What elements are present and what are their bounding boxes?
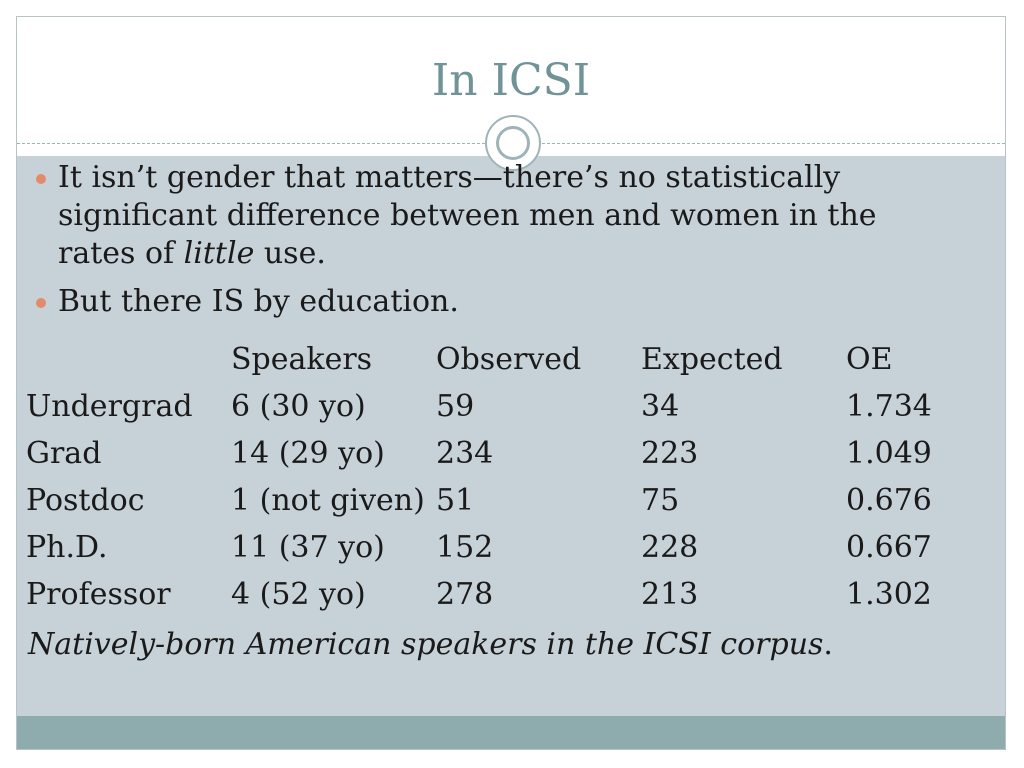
table-cell: Professor	[26, 577, 171, 612]
table-cell: 6 (30 yo)	[231, 389, 366, 424]
slide: In ICSI	[16, 16, 1006, 750]
table-header-row: Speakers Observed Expected OE	[26, 342, 932, 389]
table-cell: 278	[436, 577, 494, 612]
bullet-item: But there IS by education.	[28, 283, 928, 321]
table-cell: 51	[436, 483, 475, 518]
table-cell: 0.667	[846, 530, 932, 565]
table-cell: 1.734	[846, 389, 932, 424]
table-cell: 14 (29 yo)	[231, 436, 385, 471]
table-cell: 152	[436, 530, 494, 565]
footer-bar	[17, 716, 1005, 749]
table-cell: 1.302	[846, 577, 932, 612]
inner-circle-icon	[496, 126, 530, 160]
table-cell: 223	[641, 436, 699, 471]
table-cell: 0.676	[846, 483, 932, 518]
header-cell: Expected	[641, 342, 783, 377]
table-cell: 4 (52 yo)	[231, 577, 366, 612]
bullet-dot-icon	[36, 174, 46, 184]
content-area	[17, 156, 1005, 716]
bullet-dot-icon	[36, 298, 46, 308]
table-cell: Postdoc	[26, 483, 145, 518]
table-row: Postdoc 1 (not given) 51 75 0.676	[26, 483, 932, 530]
circle-ornament-icon	[485, 115, 541, 171]
table-cell: 75	[641, 483, 680, 518]
caption-period: .	[823, 627, 833, 662]
bullet-list: It isn’t gender that matters—there’s no …	[28, 159, 928, 321]
table-cell: 1 (not given)	[231, 483, 425, 518]
table-cell: Undergrad	[26, 389, 193, 424]
header-cell: Speakers	[231, 342, 373, 377]
table-row: Undergrad 6 (30 yo) 59 34 1.734	[26, 389, 932, 436]
table-cell: Grad	[26, 436, 102, 471]
table-cell: 11 (37 yo)	[231, 530, 385, 565]
table-cell: 228	[641, 530, 699, 565]
header-cell	[26, 342, 231, 389]
table-row: Professor 4 (52 yo) 278 213 1.302	[26, 577, 932, 624]
table-cell: 34	[641, 389, 680, 424]
bullet-emphasis: little	[183, 236, 255, 271]
education-table: Speakers Observed Expected OE Undergrad …	[26, 342, 932, 624]
bullet-text-end: use.	[254, 236, 326, 271]
table-cell: Ph.D.	[26, 530, 108, 565]
caption-text: Natively-born American speakers in the I…	[28, 627, 824, 662]
bullet-text: It isn’t gender that matters—there’s no …	[58, 160, 877, 271]
bullet-text: But there IS by education.	[58, 284, 459, 319]
table-cell: 234	[436, 436, 494, 471]
table-row: Grad 14 (29 yo) 234 223 1.049	[26, 436, 932, 483]
table-cell: 59	[436, 389, 475, 424]
header-cell: Observed	[436, 342, 582, 377]
slide-title: In ICSI	[431, 55, 591, 106]
header-cell: OE	[846, 342, 893, 377]
bullet-item: It isn’t gender that matters—there’s no …	[28, 159, 928, 273]
table-row: Ph.D. 11 (37 yo) 152 228 0.667	[26, 530, 932, 577]
table-caption: Natively-born American speakers in the I…	[28, 627, 833, 662]
table-cell: 1.049	[846, 436, 932, 471]
table-cell: 213	[641, 577, 699, 612]
